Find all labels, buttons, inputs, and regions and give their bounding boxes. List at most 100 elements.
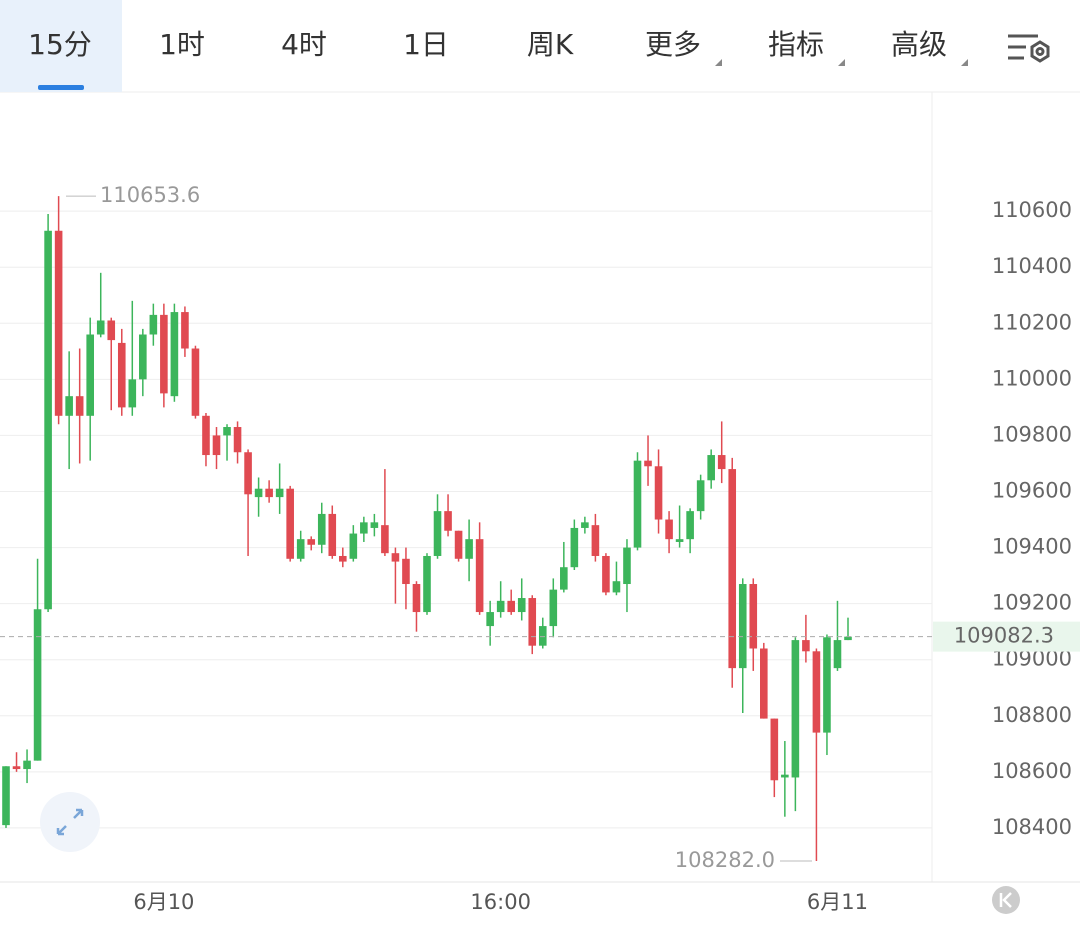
- candle-body: [33, 609, 42, 761]
- candle-body: [517, 598, 526, 613]
- candle-body: [360, 522, 368, 534]
- candle-body: [675, 539, 684, 542]
- candle-body: [560, 567, 568, 590]
- plot: 1084001086001088001090001092001094001096…: [0, 183, 1080, 914]
- candle-body: [486, 612, 494, 627]
- scroll-latest-button[interactable]: [992, 886, 1020, 914]
- candle-body: [623, 547, 631, 585]
- candle-body: [149, 314, 158, 335]
- candle-body: [781, 774, 789, 778]
- tab[interactable]: 周K: [527, 28, 574, 61]
- candle-body: [507, 600, 515, 613]
- tab[interactable]: 更多: [645, 28, 701, 61]
- candle-body: [339, 555, 347, 562]
- candle-body: [454, 530, 463, 559]
- candle-body: [65, 396, 73, 416]
- candle-body: [96, 320, 105, 335]
- candle-body: [212, 435, 221, 456]
- candle-body: [402, 558, 410, 585]
- candle-body: [370, 522, 379, 528]
- candle-body: [307, 539, 316, 545]
- candle-body: [696, 480, 705, 512]
- candle-body: [791, 640, 800, 778]
- last-price-label: 109082.3: [954, 624, 1054, 648]
- candle-body: [844, 636, 852, 641]
- active-tab-bg: [0, 0, 122, 92]
- candle-body: [2, 766, 10, 826]
- y-tick-label: 108600: [992, 759, 1072, 783]
- candle-body: [191, 348, 200, 416]
- candle-body: [644, 460, 652, 467]
- candle-body: [770, 718, 779, 781]
- candle-body: [296, 539, 305, 559]
- y-tick-label: 110000: [992, 366, 1072, 390]
- candle-body: [349, 533, 358, 559]
- candle-body: [254, 488, 263, 498]
- dropdown-caret: [838, 59, 845, 66]
- candle-body: [738, 584, 747, 669]
- candle-body: [54, 230, 63, 416]
- candle-body: [202, 415, 210, 456]
- candle-body: [581, 522, 589, 528]
- active-tab-indicator: [38, 85, 84, 90]
- toolbar: [0, 0, 1080, 92]
- candle-body: [128, 379, 137, 408]
- settings-icon[interactable]: [1008, 34, 1050, 63]
- candle-body: [602, 555, 610, 593]
- candle-body: [612, 581, 621, 593]
- candle-body: [412, 584, 421, 613]
- candle-body: [749, 584, 758, 649]
- candle-body: [233, 427, 242, 453]
- candle-body: [23, 760, 31, 770]
- tab[interactable]: 1日: [403, 28, 449, 61]
- candle-body: [12, 766, 21, 770]
- candle-body: [139, 334, 147, 380]
- candle-body: [465, 539, 473, 559]
- min-marker-label: 108282.0: [675, 848, 775, 872]
- candle-body: [286, 488, 294, 559]
- candle-body: [160, 314, 168, 394]
- candle-body: [496, 600, 505, 613]
- dropdown-caret: [961, 59, 968, 66]
- candle-body: [170, 312, 179, 397]
- candle-body: [686, 511, 694, 540]
- max-marker-label: 110653.6: [100, 183, 200, 207]
- tab[interactable]: 高级: [891, 28, 947, 61]
- candle-body: [717, 455, 726, 470]
- y-tick-label: 109200: [992, 591, 1072, 615]
- tab-bar: 15分 1时 4时 1日 周K 更多 指标 高级: [0, 0, 968, 92]
- candle-body: [86, 334, 94, 416]
- candle-body: [44, 230, 52, 610]
- candle-body: [391, 553, 400, 562]
- candle-body: [75, 396, 84, 416]
- y-tick-label: 109400: [992, 535, 1072, 559]
- candle-body: [833, 640, 842, 669]
- y-tick-label: 109800: [992, 422, 1072, 446]
- candle-body: [223, 427, 231, 436]
- candle-body: [570, 527, 579, 568]
- candle-body: [423, 555, 431, 613]
- candle-body: [707, 455, 715, 481]
- x-tick-label: 6月10: [133, 890, 194, 914]
- expand-button[interactable]: [40, 792, 100, 852]
- dropdown-caret: [715, 59, 722, 66]
- tab[interactable]: 15分: [28, 28, 92, 61]
- candle-body: [433, 511, 442, 556]
- tab[interactable]: 1时: [159, 28, 205, 61]
- candle-body: [760, 648, 768, 719]
- candle-body: [275, 488, 284, 498]
- candle-body: [381, 525, 389, 554]
- candle-body: [328, 513, 337, 556]
- y-tick-label: 110400: [992, 254, 1072, 278]
- y-tick-label: 110600: [992, 198, 1072, 222]
- candle-body: [475, 539, 484, 613]
- y-tick-label: 109600: [992, 479, 1072, 503]
- candle-body: [117, 342, 126, 408]
- candle-body: [265, 488, 273, 498]
- tab[interactable]: 4时: [281, 28, 327, 61]
- y-tick-label: 108400: [992, 815, 1072, 839]
- candle-body: [181, 312, 189, 349]
- tab[interactable]: 指标: [768, 28, 824, 61]
- candle-body: [654, 466, 663, 520]
